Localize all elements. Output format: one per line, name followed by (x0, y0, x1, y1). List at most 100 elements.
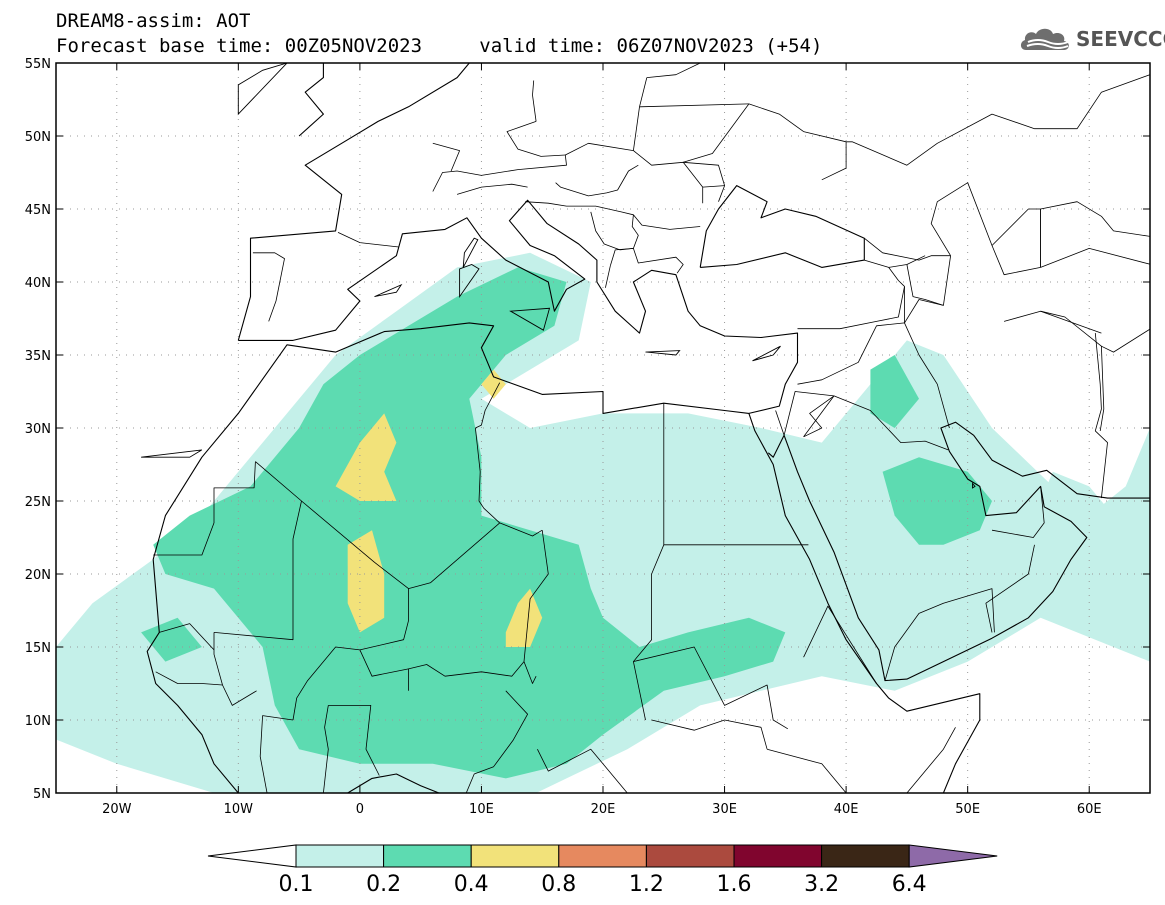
colorbar-label-4: 1.2 (629, 872, 664, 897)
country-border-35 (252, 252, 285, 322)
tick-label-lon-50E: 50E (955, 802, 980, 817)
island-1 (462, 237, 479, 268)
country-border-10 (775, 391, 835, 438)
country-border-31 (155, 671, 257, 706)
tick-label-lon-20W: 20W (102, 802, 132, 817)
country-border-4 (475, 382, 501, 429)
island-8 (972, 482, 976, 489)
country-border-22 (651, 719, 768, 750)
island-5 (752, 345, 781, 362)
island-0 (237, 63, 288, 116)
cloud-logo-icon (1020, 28, 1069, 50)
lat-lon-gridlines (56, 63, 1150, 793)
coastlines-and-borders (141, 63, 1150, 793)
country-border-50 (683, 103, 847, 181)
tick-label-lon-30E: 30E (712, 802, 737, 817)
country-border-61 (1040, 201, 1150, 268)
country-border-48 (683, 161, 725, 202)
colorbar-label-1: 0.2 (366, 872, 401, 897)
aot-region-4 (882, 457, 992, 545)
country-border-55 (864, 237, 951, 261)
logo-text: SEEVCCC (1076, 27, 1165, 51)
country-border-0 (153, 461, 256, 556)
coastline-1 (298, 63, 324, 137)
aot-field-layer (56, 252, 1150, 793)
tick-label-lat-20N: 20N (25, 568, 51, 583)
tick-label-lon-20E: 20E (591, 802, 616, 817)
country-border-52 (639, 103, 749, 108)
country-border-45 (590, 211, 639, 251)
country-border-38 (432, 142, 461, 172)
tick-label-lat-15N: 15N (25, 641, 51, 656)
country-border-12 (797, 286, 905, 330)
coastline-6 (767, 435, 785, 458)
tick-label-lat-45N: 45N (25, 203, 51, 218)
tick-label-lon-10W: 10W (224, 802, 254, 817)
colorbar-under-arrow (207, 844, 297, 868)
country-border-34 (337, 232, 399, 248)
country-border-54 (864, 255, 926, 268)
country-border-46 (609, 247, 684, 274)
country-border-2 (213, 500, 302, 641)
country-border-49 (702, 185, 725, 188)
country-border-29 (323, 705, 329, 793)
coastline-4 (748, 413, 981, 793)
tick-label-lat-40N: 40N (25, 276, 51, 291)
model-title: DREAM8-assim: AOT (56, 10, 251, 32)
colorbar-swatch-2 (470, 844, 560, 868)
colorbar-swatch-1 (383, 844, 472, 868)
tick-label-lon-60E: 60E (1077, 802, 1102, 817)
country-border-16 (991, 486, 1045, 538)
island-7 (141, 449, 203, 458)
tick-label-lon-10E: 10E (469, 802, 494, 817)
tick-label-lat-30N: 30N (25, 422, 51, 437)
country-border-27 (465, 690, 528, 793)
country-border-53 (846, 74, 1150, 166)
country-border-25 (537, 748, 689, 793)
country-border-39 (532, 80, 537, 122)
forecast-base-time: Forecast base time: 00Z05NOV2023 (56, 35, 423, 57)
country-border-42 (633, 150, 704, 204)
country-border-24 (766, 727, 956, 793)
country-border-11 (797, 322, 950, 429)
island-4 (645, 350, 681, 356)
country-border-60 (1101, 328, 1150, 353)
country-border-40 (506, 121, 566, 157)
coastline-2 (146, 199, 799, 793)
country-border-36 (456, 183, 528, 195)
colorbar-label-2: 0.4 (454, 872, 489, 897)
aot-region-3 (870, 355, 919, 428)
country-border-37 (432, 142, 634, 192)
country-border-43 (555, 164, 639, 197)
country-border-57 (906, 264, 944, 306)
axis-ticks: 20W 10W 0 10E 20E 30E 40E 50E 60E 55N 50N 45N 40N 35N… (25, 57, 1150, 817)
tick-label-lat-35N: 35N (25, 349, 51, 364)
country-border-15 (884, 588, 995, 681)
colorbar-swatch-3 (558, 844, 647, 868)
colorbar-label-7: 6.4 (892, 872, 927, 897)
aot-region-8 (505, 588, 543, 647)
country-border-32 (213, 632, 223, 686)
colorbar-label-5: 1.6 (717, 872, 752, 897)
tick-label-lat-25N: 25N (25, 495, 51, 510)
colorbar-label-0: 0.1 (279, 872, 314, 897)
island-6 (374, 283, 403, 298)
valid-time: valid time: 06Z07NOV2023 (+54) (479, 35, 823, 57)
colorbar-swatch-4 (645, 844, 735, 868)
tick-label-lat-55N: 55N (25, 57, 51, 72)
island-2 (459, 264, 480, 299)
tick-label-lat-50N: 50N (25, 130, 51, 145)
coastline-3 (699, 185, 865, 268)
country-border-13 (803, 395, 949, 451)
aot-region-7 (347, 530, 385, 633)
aot-region-6 (335, 413, 397, 501)
colorbar-swatch-0 (295, 844, 385, 868)
colorbar-label-6: 3.2 (804, 872, 839, 897)
country-border-19 (930, 182, 1150, 276)
aot-region-5 (141, 617, 202, 662)
country-border-30 (259, 715, 294, 793)
tick-label-lon-40E: 40E (834, 802, 859, 817)
country-border-17 (1094, 333, 1108, 499)
tick-label-lat-5N: 5N (33, 787, 51, 802)
